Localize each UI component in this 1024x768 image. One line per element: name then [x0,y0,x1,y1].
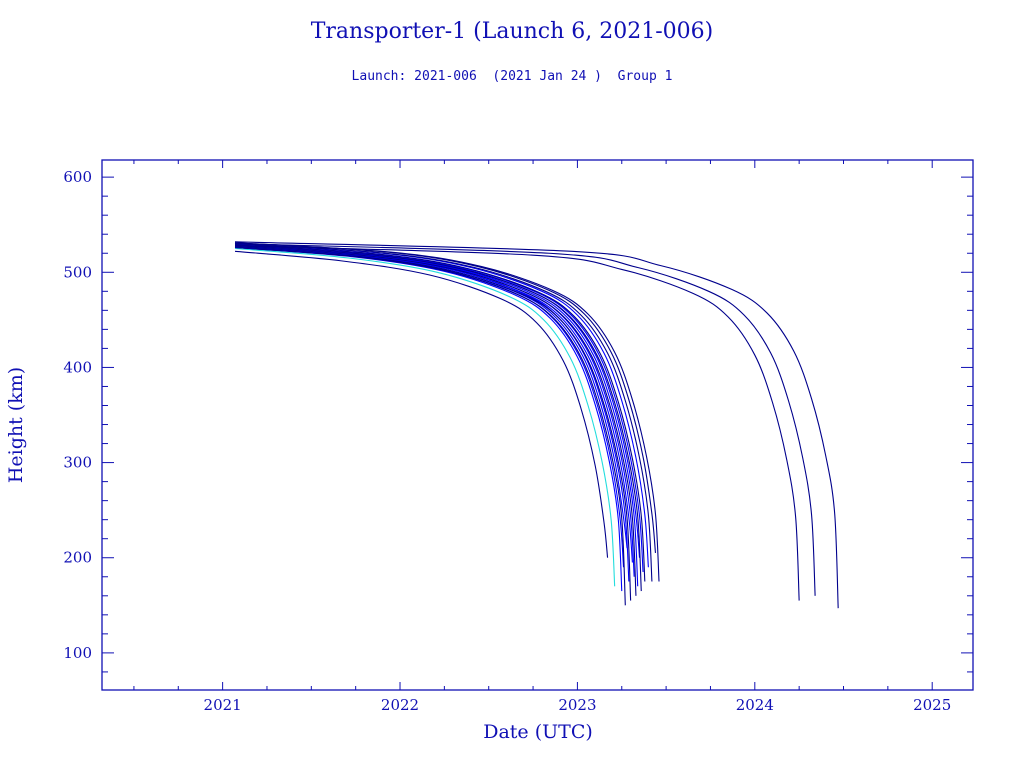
x-tick-labels: 2021 2022 2023 2024 2025 [204,696,952,714]
series-line-23 [234,241,839,609]
x-tick-label: 2021 [204,696,242,714]
chart-title: Transporter-1 (Launch 6, 2021-006) [311,19,714,44]
series-line-5 [234,246,626,606]
series-line-4 [234,246,625,568]
y-tick-label: 500 [63,263,92,281]
axis-ticks [102,160,973,690]
x-tick-label: 2025 [913,696,951,714]
series-line-19 [234,242,657,554]
series-line-22 [234,243,816,596]
series-line-17 [234,243,649,568]
series-line-14 [234,245,642,592]
series-line-3 [234,246,623,592]
x-tick-label: 2023 [558,696,596,714]
series-line-7 [234,245,630,582]
y-tick-label: 100 [63,644,92,662]
series-line-21 [234,245,800,601]
chart-subtitle: Launch: 2021-006 (2021 Jan 24 ) Group 1 [352,69,673,84]
series-line-2 [234,247,616,587]
series-line-12 [234,245,639,587]
series-line-9 [234,246,633,563]
series-line-1 [234,250,609,558]
y-tick-label: 300 [63,454,92,472]
x-tick-label: 2024 [736,696,774,714]
series-line-11 [234,246,637,596]
series-line-20 [234,242,660,582]
x-axis-label: Date (UTC) [483,721,593,743]
y-tick-label: 600 [63,168,92,186]
series-lines [234,241,839,609]
y-tick-label: 200 [63,549,92,567]
plot-frame [101,159,974,691]
x-tick-label: 2022 [381,696,419,714]
series-line-15 [234,244,644,573]
series-line-16 [234,244,646,582]
y-tick-labels: 100 200 300 400 500 600 [63,168,92,662]
series-line-8 [234,246,632,601]
y-tick-label: 400 [63,358,92,376]
y-axis-label: Height (km) [5,367,27,483]
series-line-6 [234,246,628,549]
series-line-18 [234,243,653,582]
series-line-10 [234,245,635,577]
